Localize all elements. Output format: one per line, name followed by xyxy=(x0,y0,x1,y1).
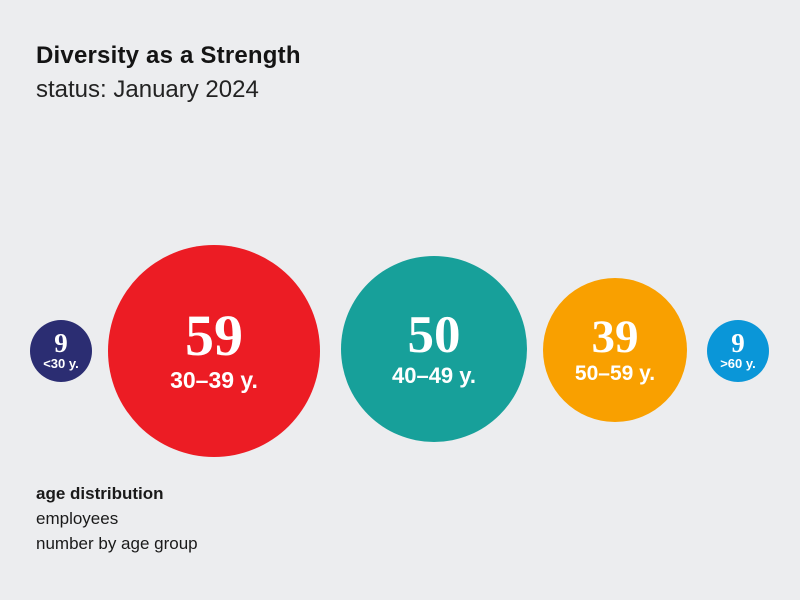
bubble-age-40-49: 50 40–49 y. xyxy=(341,256,527,442)
bubble-age-over-60: 9 >60 y. xyxy=(707,320,769,382)
bubble-label: <30 y. xyxy=(43,355,79,371)
caption-line-number-by-age-group: number by age group xyxy=(36,534,198,553)
bubble-label: >60 y. xyxy=(720,355,756,371)
caption-heading: age distribution xyxy=(36,484,164,503)
bubble-label: 40–49 y. xyxy=(391,363,476,389)
bubble-value: 59 xyxy=(185,303,243,369)
page-title: Diversity as a Strength xyxy=(36,42,301,69)
bubble-label: 50–59 y. xyxy=(574,362,656,386)
bubble-value: 9 xyxy=(731,328,745,359)
status-date: status: January 2024 xyxy=(36,76,259,103)
bubble-age-under-30: 9 <30 y. xyxy=(30,320,92,382)
caption-line-employees: employees xyxy=(36,509,119,528)
caption-block: age distribution employees number by age… xyxy=(36,481,198,556)
bubble-value: 9 xyxy=(54,328,68,359)
bubble-age-30-39: 59 30–39 y. xyxy=(108,245,320,457)
bubble-value: 50 xyxy=(407,305,461,364)
bubble-value: 39 xyxy=(591,310,639,363)
bubble-age-50-59: 39 50–59 y. xyxy=(543,278,687,422)
bubble-label: 30–39 y. xyxy=(170,367,258,394)
